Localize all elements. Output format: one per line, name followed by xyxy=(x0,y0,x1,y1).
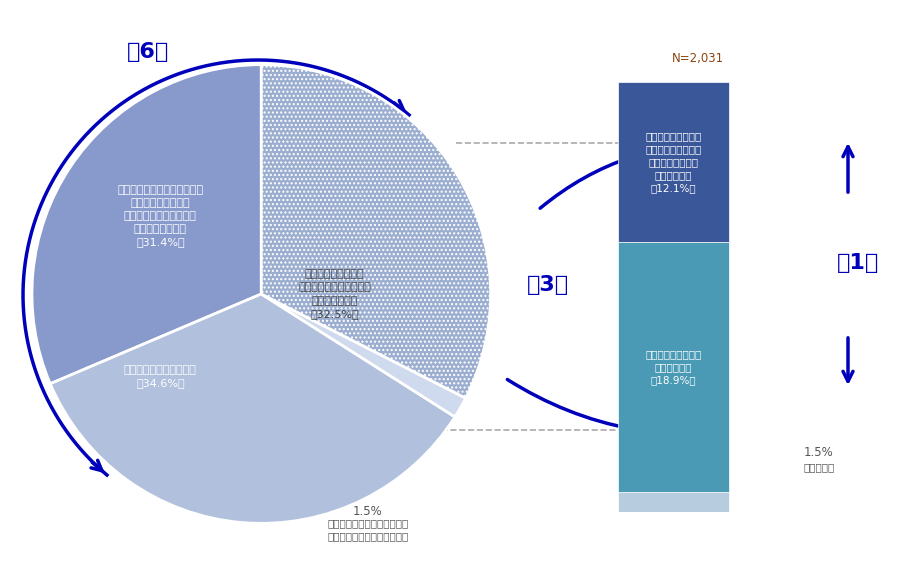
Text: 事業に気象の影響はあるが、: 事業に気象の影響はあるが、 xyxy=(327,518,409,528)
Text: 1.5%: 1.5% xyxy=(353,505,383,518)
Bar xyxy=(618,82,730,242)
Text: （未回答）: （未回答） xyxy=(804,462,835,472)
Bar xyxy=(618,242,730,492)
Text: 組1割: 組1割 xyxy=(837,253,879,273)
Text: 事業への利活用有無は未回答: 事業への利活用有無は未回答 xyxy=(327,531,409,541)
Wedge shape xyxy=(261,65,491,398)
Text: 組3割: 組3割 xyxy=(527,275,569,295)
Text: 気象情報を経験と勘
により利活用
（18.9%）: 気象情報を経験と勘 により利活用 （18.9%） xyxy=(645,349,702,385)
Text: 事業に気象の影響はない
（34.6%）: 事業に気象の影響はない （34.6%） xyxy=(124,365,196,388)
Text: N=2,031: N=2,031 xyxy=(672,52,724,65)
Wedge shape xyxy=(261,294,466,417)
Wedge shape xyxy=(32,65,261,384)
Text: 組6割: 組6割 xyxy=(127,42,169,62)
Text: 事業実施にあたり、
気象情報・気象データを
利活用している
（32.5%）: 事業実施にあたり、 気象情報・気象データを 利活用している （32.5%） xyxy=(298,269,371,319)
Text: 事業に気象の影響はあるが、
事業実施にあたり、
気象情報・気象データを
利活用していない
（31.4%）: 事業に気象の影響はあるが、 事業実施にあたり、 気象情報・気象データを 利活用し… xyxy=(117,185,204,248)
Wedge shape xyxy=(50,294,455,523)
Text: 気象データを収集・
分析した結果から、
将来予測を行い、
事業に利活用
（12.1%）: 気象データを収集・ 分析した結果から、 将来予測を行い、 事業に利活用 （12.… xyxy=(645,131,702,193)
Text: 1.5%: 1.5% xyxy=(804,446,833,459)
Bar xyxy=(618,492,730,512)
